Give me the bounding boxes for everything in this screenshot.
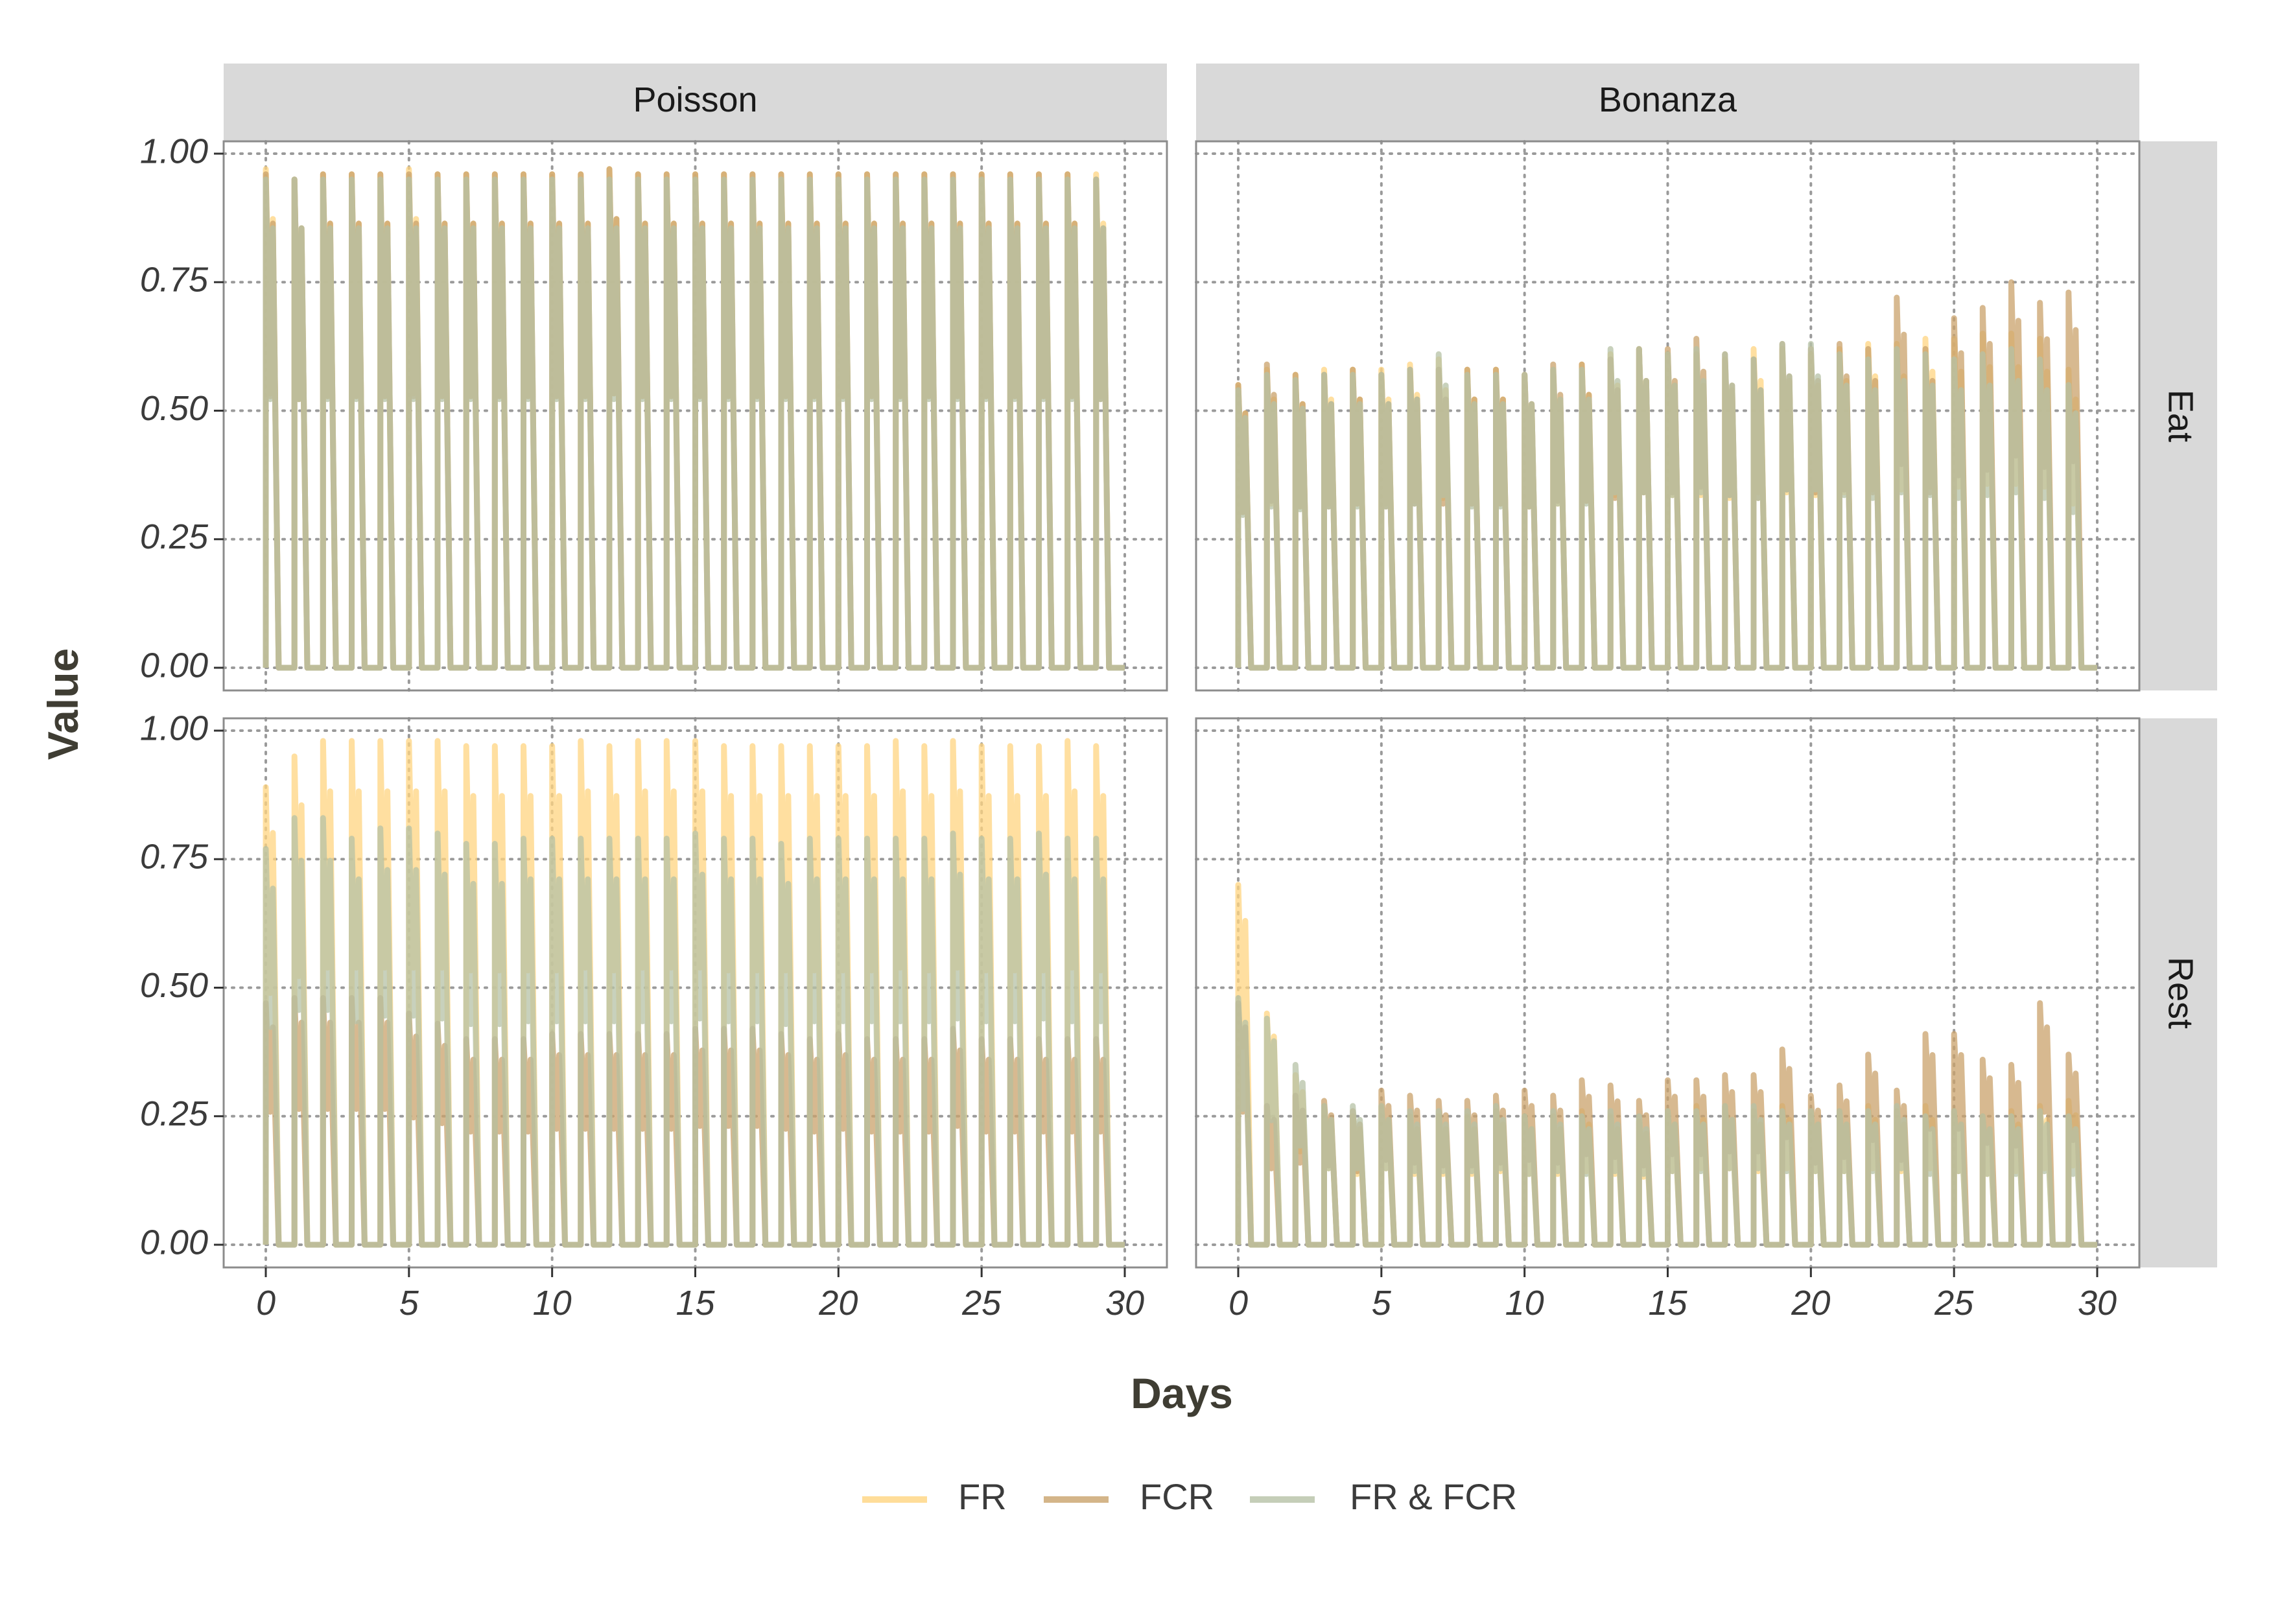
- legend-item: FR: [862, 1476, 1007, 1517]
- series-line-fr-fcr: [263, 815, 1125, 1248]
- y-tick-label: 0.75: [140, 838, 209, 877]
- x-tick-label: 5: [1372, 1284, 1392, 1323]
- x-tick-label: 0: [1229, 1284, 1248, 1323]
- x-tick-label: 10: [1505, 1284, 1544, 1323]
- panel-poisson-rest: [222, 717, 1168, 1269]
- y-tick-label: 0.25: [140, 517, 209, 556]
- x-axis-title: Days: [1131, 1369, 1233, 1417]
- legend: FR FCR FR & FCR: [862, 1476, 1517, 1517]
- x-tick-label: 25: [1934, 1284, 1974, 1323]
- facet-strip-label-bonanza: Bonanza: [1599, 80, 1737, 119]
- series-line-fr-fcr: [1235, 994, 2097, 1248]
- facet-strip-eat: [2139, 141, 2217, 690]
- legend-item: FCR: [1044, 1476, 1214, 1517]
- facet-strip-bonanza: [1196, 64, 2139, 141]
- legend-label: FCR: [1140, 1476, 1214, 1517]
- series-line-fr-fcr: [1235, 340, 2097, 671]
- facet-strip-label-eat: Eat: [2161, 390, 2200, 442]
- series-line-fr-fcr: [263, 176, 1125, 671]
- legend-item: FR & FCR: [1250, 1476, 1517, 1517]
- x-tick-label: 5: [399, 1284, 419, 1323]
- y-tick-label: 0.50: [140, 966, 208, 1005]
- facet-strip-poisson: [224, 64, 1167, 141]
- y-tick-label: 0.00: [140, 1223, 208, 1262]
- panel-border: [222, 140, 1168, 692]
- y-tick-label: 0.50: [140, 389, 208, 428]
- x-tick-label: 25: [961, 1284, 1002, 1323]
- x-tick-label: 30: [1105, 1284, 1144, 1323]
- facet-strip-label-poisson: Poisson: [633, 80, 757, 119]
- legend-label: FR & FCR: [1350, 1476, 1517, 1517]
- x-tick-label: 20: [1791, 1284, 1830, 1323]
- y-tick-label: 0.75: [140, 261, 209, 300]
- panel-bonanza-eat: [1195, 140, 2141, 692]
- y-tick-label: 1.00: [140, 132, 208, 171]
- panel-bonanza-rest: [1195, 717, 2141, 1269]
- y-tick-label: 1.00: [140, 709, 208, 747]
- x-tick-label: 20: [818, 1284, 858, 1323]
- y-axis-title: Value: [39, 648, 87, 760]
- legend-label: FR: [958, 1476, 1007, 1517]
- panel-poisson-eat: [222, 140, 1168, 692]
- x-tick-label: 0: [256, 1284, 276, 1323]
- x-tick-label: 15: [676, 1284, 715, 1323]
- y-tick-label: 0.25: [140, 1094, 209, 1133]
- y-tick-label: 0.00: [140, 646, 208, 685]
- facet-strip-label-rest: Rest: [2161, 957, 2200, 1029]
- panel-border: [1195, 140, 2141, 692]
- facet-strip-rest: [2139, 718, 2217, 1267]
- x-tick-label: 15: [1648, 1284, 1687, 1323]
- x-tick-label: 30: [2078, 1284, 2117, 1323]
- x-tick-label: 10: [533, 1284, 572, 1323]
